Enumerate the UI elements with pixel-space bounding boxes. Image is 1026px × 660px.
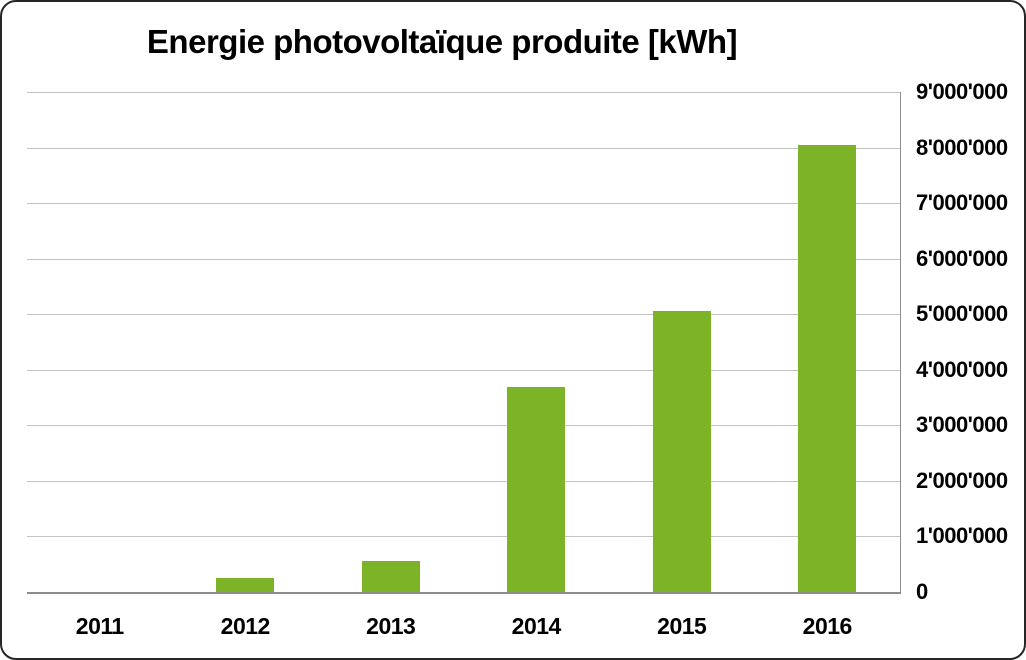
bar-2016 xyxy=(798,145,857,592)
gridline xyxy=(27,314,900,316)
gridline xyxy=(27,536,900,538)
plot-area xyxy=(27,92,901,594)
gridline xyxy=(27,203,900,205)
y-tick-label: 2'000'000 xyxy=(916,467,1008,493)
x-tick-label: 2014 xyxy=(511,613,562,639)
x-tick-label: 2013 xyxy=(366,613,416,639)
x-tick-label: 2016 xyxy=(802,613,853,639)
x-tick-label: 2012 xyxy=(220,613,271,639)
bar-2013 xyxy=(361,560,420,592)
gridline xyxy=(27,258,900,260)
y-tick-label: 7'000'000 xyxy=(916,190,1008,216)
x-axis-labels: 2011 2012 2013 2014 2015 2016 xyxy=(27,610,900,642)
y-tick-label: 0 xyxy=(916,579,928,604)
x-tick-label: 2015 xyxy=(657,613,707,639)
y-tick-label: 3'000'000 xyxy=(916,412,1008,438)
gridline xyxy=(27,480,900,482)
bar-2014 xyxy=(507,387,566,592)
bar-2012 xyxy=(216,578,275,592)
gridlines-layer xyxy=(27,92,900,592)
gridline xyxy=(27,147,900,149)
y-axis-labels: 0 1'000'000 2'000'000 3'000'000 4'000'000 5'0… xyxy=(916,80,1024,604)
y-tick-label: 5'000'000 xyxy=(916,301,1008,327)
x-tick-label: 2011 xyxy=(75,613,124,639)
y-tick-label: 4'000'000 xyxy=(916,356,1008,382)
bar-2015 xyxy=(652,310,711,592)
y-tick-label: 9'000'000 xyxy=(916,79,1008,104)
chart-title: Energie photovoltaïque produite [kWh] xyxy=(146,23,738,60)
gridline xyxy=(27,425,900,427)
y-tick-label: 8'000'000 xyxy=(916,134,1008,160)
gridline xyxy=(27,92,900,93)
y-tick-label: 1'000'000 xyxy=(916,523,1008,549)
y-tick-label: 6'000'000 xyxy=(916,245,1008,271)
bars-layer xyxy=(27,92,900,592)
gridline xyxy=(27,369,900,371)
